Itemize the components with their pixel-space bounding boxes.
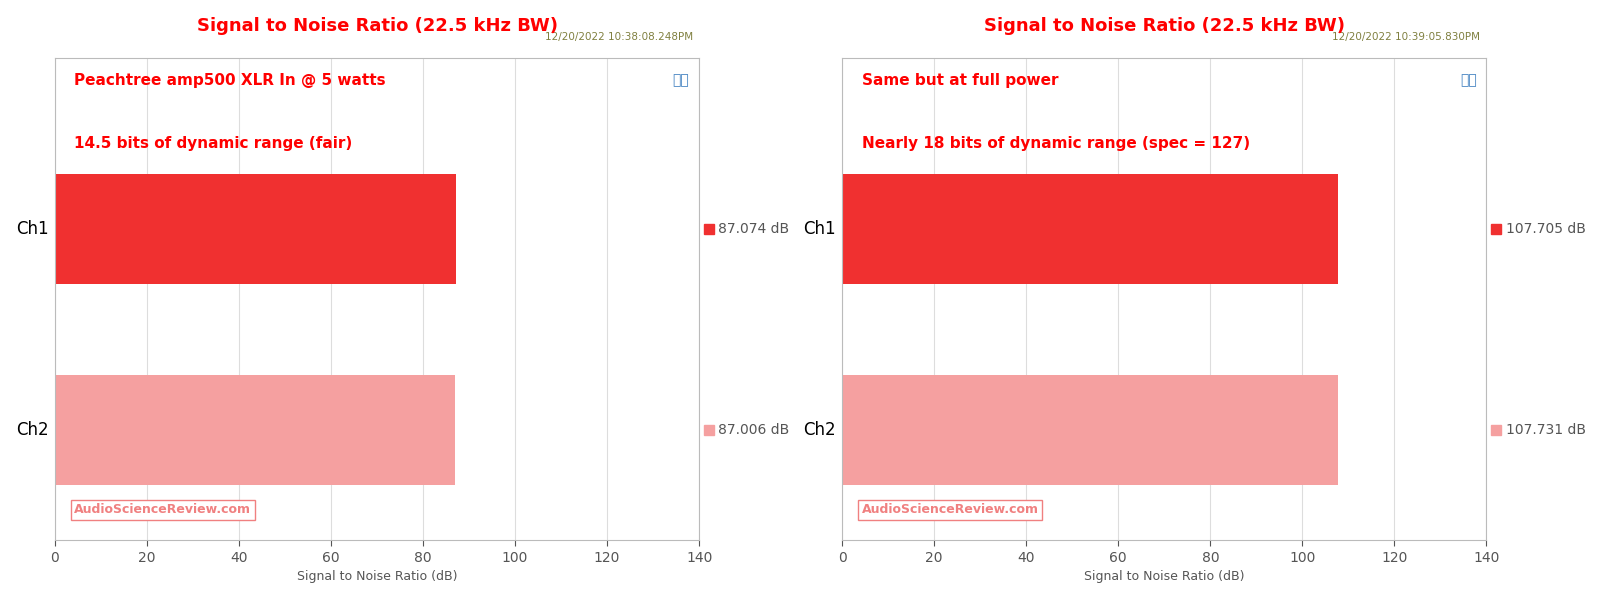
- Text: AudioScienceReview.com: AudioScienceReview.com: [861, 503, 1038, 516]
- Text: Ch2: Ch2: [803, 421, 835, 439]
- X-axis label: Signal to Noise Ratio (dB): Signal to Noise Ratio (dB): [296, 571, 458, 583]
- Text: Same but at full power: Same but at full power: [861, 73, 1058, 88]
- Text: Ⓐⓟ: Ⓐⓟ: [1461, 73, 1477, 87]
- Text: Peachtree amp500 XLR In @ 5 watts: Peachtree amp500 XLR In @ 5 watts: [74, 73, 386, 88]
- Text: AudioScienceReview.com: AudioScienceReview.com: [74, 503, 251, 516]
- Text: 14.5 bits of dynamic range (fair): 14.5 bits of dynamic range (fair): [74, 136, 352, 151]
- Bar: [54, 375, 456, 485]
- Text: Nearly 18 bits of dynamic range (spec = 127): Nearly 18 bits of dynamic range (spec = …: [861, 136, 1250, 151]
- Text: Ⓐⓟ: Ⓐⓟ: [672, 73, 690, 87]
- X-axis label: Signal to Noise Ratio (dB): Signal to Noise Ratio (dB): [1085, 571, 1245, 583]
- Text: 12/20/2022 10:38:08.248PM: 12/20/2022 10:38:08.248PM: [544, 32, 693, 41]
- Title: Signal to Noise Ratio (22.5 kHz BW): Signal to Noise Ratio (22.5 kHz BW): [197, 17, 557, 35]
- Text: 12/20/2022 10:39:05.830PM: 12/20/2022 10:39:05.830PM: [1331, 32, 1480, 41]
- Text: 107.731 dB: 107.731 dB: [1506, 423, 1586, 437]
- Text: 87.074 dB: 87.074 dB: [718, 222, 789, 236]
- Text: Ch2: Ch2: [16, 421, 48, 439]
- Bar: [54, 174, 456, 284]
- Bar: [842, 174, 1338, 284]
- Title: Signal to Noise Ratio (22.5 kHz BW): Signal to Noise Ratio (22.5 kHz BW): [984, 17, 1346, 35]
- Text: 87.006 dB: 87.006 dB: [718, 423, 790, 437]
- Text: Ch1: Ch1: [803, 220, 835, 238]
- Bar: [842, 375, 1338, 485]
- Text: Ch1: Ch1: [16, 220, 48, 238]
- Text: 107.705 dB: 107.705 dB: [1506, 222, 1586, 236]
